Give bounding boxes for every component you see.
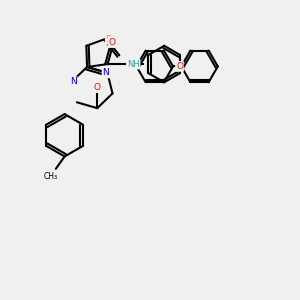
Text: N: N <box>103 68 109 77</box>
Text: N: N <box>70 77 76 86</box>
Text: O: O <box>94 83 101 92</box>
Text: NH: NH <box>127 60 140 69</box>
Text: O: O <box>109 38 116 47</box>
Text: O: O <box>176 62 183 71</box>
Text: CH₃: CH₃ <box>44 172 58 182</box>
Text: S: S <box>106 35 112 44</box>
